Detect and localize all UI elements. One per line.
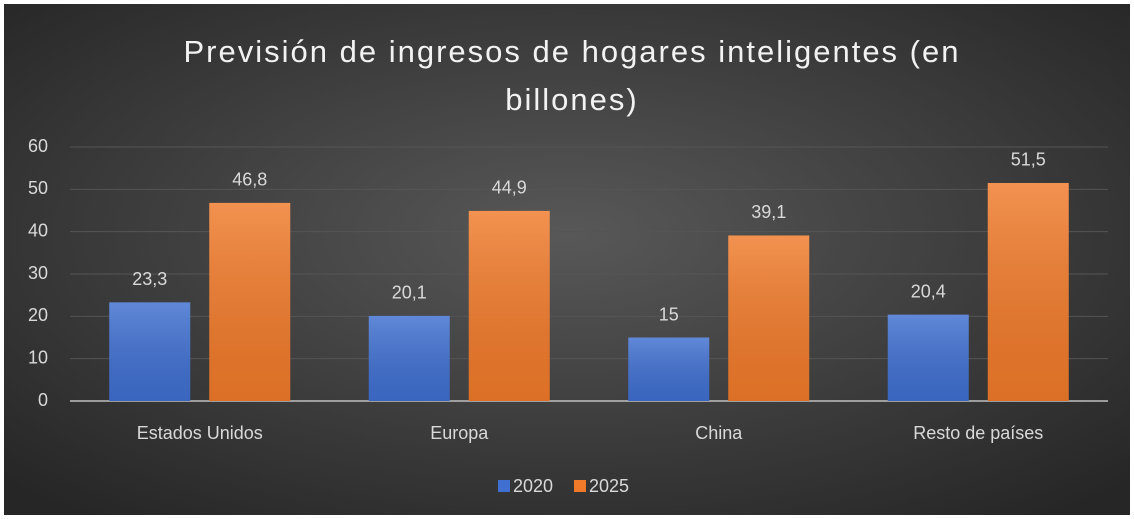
- bar-shading: [468, 210, 550, 401]
- data-label: 44,9: [492, 178, 527, 198]
- y-tick-label: 10: [28, 347, 48, 367]
- data-label: 51,5: [1011, 150, 1046, 170]
- y-tick-label: 30: [28, 263, 48, 283]
- x-tick-label: Resto de países: [913, 423, 1043, 443]
- y-tick-label: 20: [28, 305, 48, 325]
- bar-shading: [628, 337, 710, 401]
- y-tick-label: 40: [28, 220, 48, 240]
- legend-swatch: [574, 480, 586, 492]
- bar-shading: [109, 302, 191, 401]
- bar-shading: [209, 202, 291, 401]
- bar-shading: [728, 235, 810, 401]
- data-label: 23,3: [132, 269, 167, 289]
- background: [4, 4, 1130, 515]
- y-tick-label: 60: [28, 136, 48, 156]
- data-label: 20,4: [911, 281, 946, 301]
- chart-title: Previsión de ingresos de hogares intelig…: [183, 34, 961, 117]
- bar-shading: [987, 182, 1069, 401]
- x-tick-label: Europa: [430, 423, 489, 443]
- x-tick-label: Estados Unidos: [137, 423, 263, 443]
- x-tick-label: China: [695, 423, 743, 443]
- bar-shading: [887, 314, 969, 401]
- legend-swatch: [498, 480, 510, 492]
- data-label: 46,8: [232, 170, 267, 190]
- legend-label: 2020: [513, 476, 553, 496]
- data-label: 20,1: [392, 283, 427, 303]
- y-tick-label: 50: [28, 178, 48, 198]
- legend-label: 2025: [589, 476, 629, 496]
- data-label: 15: [659, 304, 679, 324]
- bar-shading: [368, 315, 450, 401]
- y-tick-label: 0: [38, 390, 48, 410]
- data-label: 39,1: [751, 202, 786, 222]
